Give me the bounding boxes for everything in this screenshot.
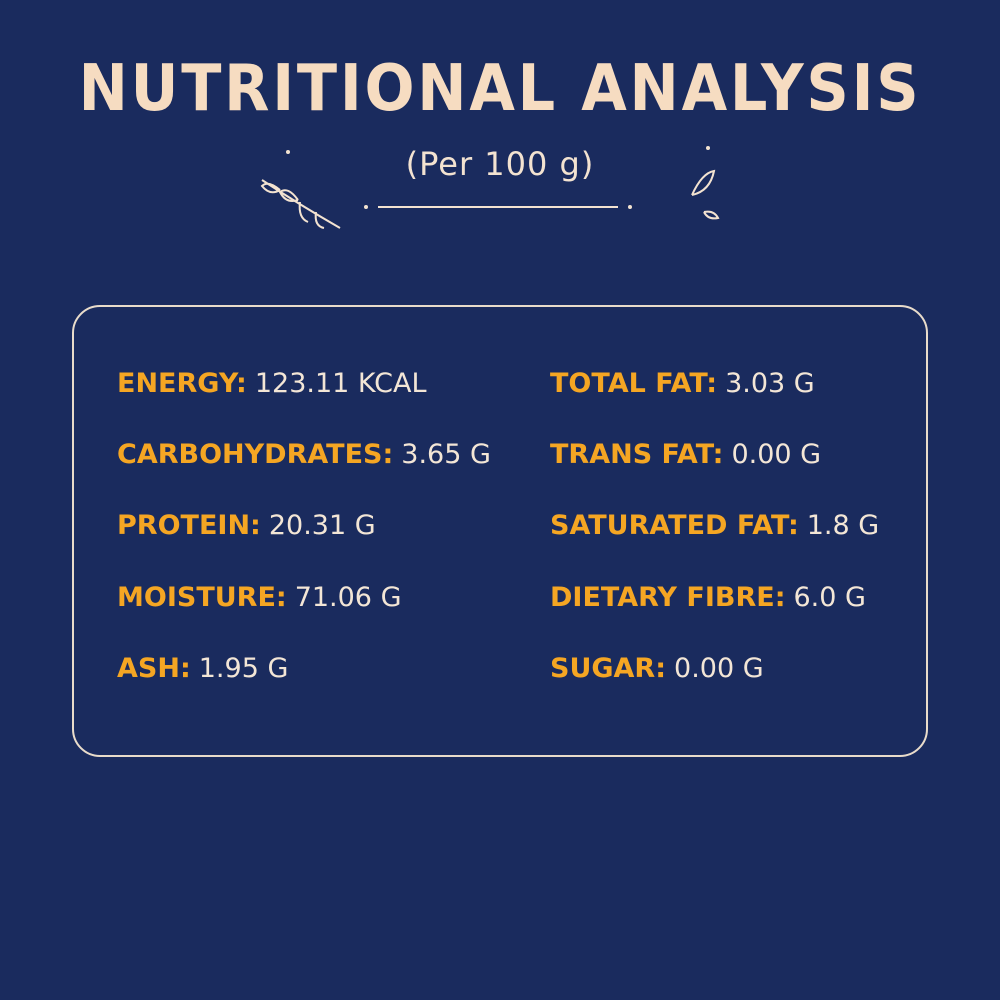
nutrient-row: DIETARY FIBRE: 6.0 G xyxy=(550,582,866,613)
nutrient-value: 0.00 G xyxy=(731,439,822,470)
nutrient-value: 1.95 G xyxy=(198,653,289,684)
nutrient-row: SATURATED FAT: 1.8 G xyxy=(550,510,879,541)
dot xyxy=(286,150,290,154)
nutrient-value: 0.00 G xyxy=(674,653,764,684)
title: NUTRITIONAL ANALYSIS xyxy=(78,52,922,126)
nutrient-row: ASH: 1.95 G xyxy=(117,653,288,684)
nutrient-row: TRANS FAT: 0.00 G xyxy=(550,439,821,470)
nutrient-row: SUGAR: 0.00 G xyxy=(550,653,764,684)
nutrient-value: 20.31 G xyxy=(268,510,376,541)
nutrient-value: 6.0 G xyxy=(793,582,866,613)
nutrient-label: TOTAL FAT: xyxy=(550,368,718,399)
nutrient-row: PROTEIN: 20.31 G xyxy=(117,510,376,541)
nutrient-row: MOISTURE: 71.06 G xyxy=(117,582,402,613)
nutrient-row: CARBOHYDRATES: 3.65 G xyxy=(117,439,491,470)
nutrient-value: 3.65 G xyxy=(401,439,491,470)
leaves xyxy=(691,169,720,220)
leaf-sprig xyxy=(260,179,341,229)
nutrient-row: ENERGY: 123.11 KCAL xyxy=(117,368,427,399)
nutrition-box xyxy=(72,305,928,757)
nutrient-row: TOTAL FAT: 3.03 G xyxy=(550,368,815,399)
dot xyxy=(628,205,632,209)
nutrient-label: ASH: xyxy=(117,653,191,684)
subtitle: (Per 100 g) xyxy=(405,145,595,183)
nutrient-label: CARBOHYDRATES: xyxy=(117,439,394,470)
nutrient-value: 71.06 G xyxy=(294,582,402,613)
nutrient-label: SATURATED FAT: xyxy=(550,510,799,541)
nutrient-value: 3.03 G xyxy=(725,368,815,399)
nutrient-label: ENERGY: xyxy=(117,368,247,399)
nutrient-value: 1.8 G xyxy=(806,510,880,541)
nutrient-label: TRANS FAT: xyxy=(550,439,724,470)
decoration xyxy=(260,146,720,229)
dot xyxy=(364,205,368,209)
nutrient-label: PROTEIN: xyxy=(117,510,261,541)
nutrient-label: DIETARY FIBRE: xyxy=(550,582,786,613)
nutrient-label: MOISTURE: xyxy=(117,582,287,613)
nutrient-label: SUGAR: xyxy=(550,653,667,684)
nutrient-value: 123.11 KCAL xyxy=(254,368,427,399)
dot xyxy=(706,146,710,150)
